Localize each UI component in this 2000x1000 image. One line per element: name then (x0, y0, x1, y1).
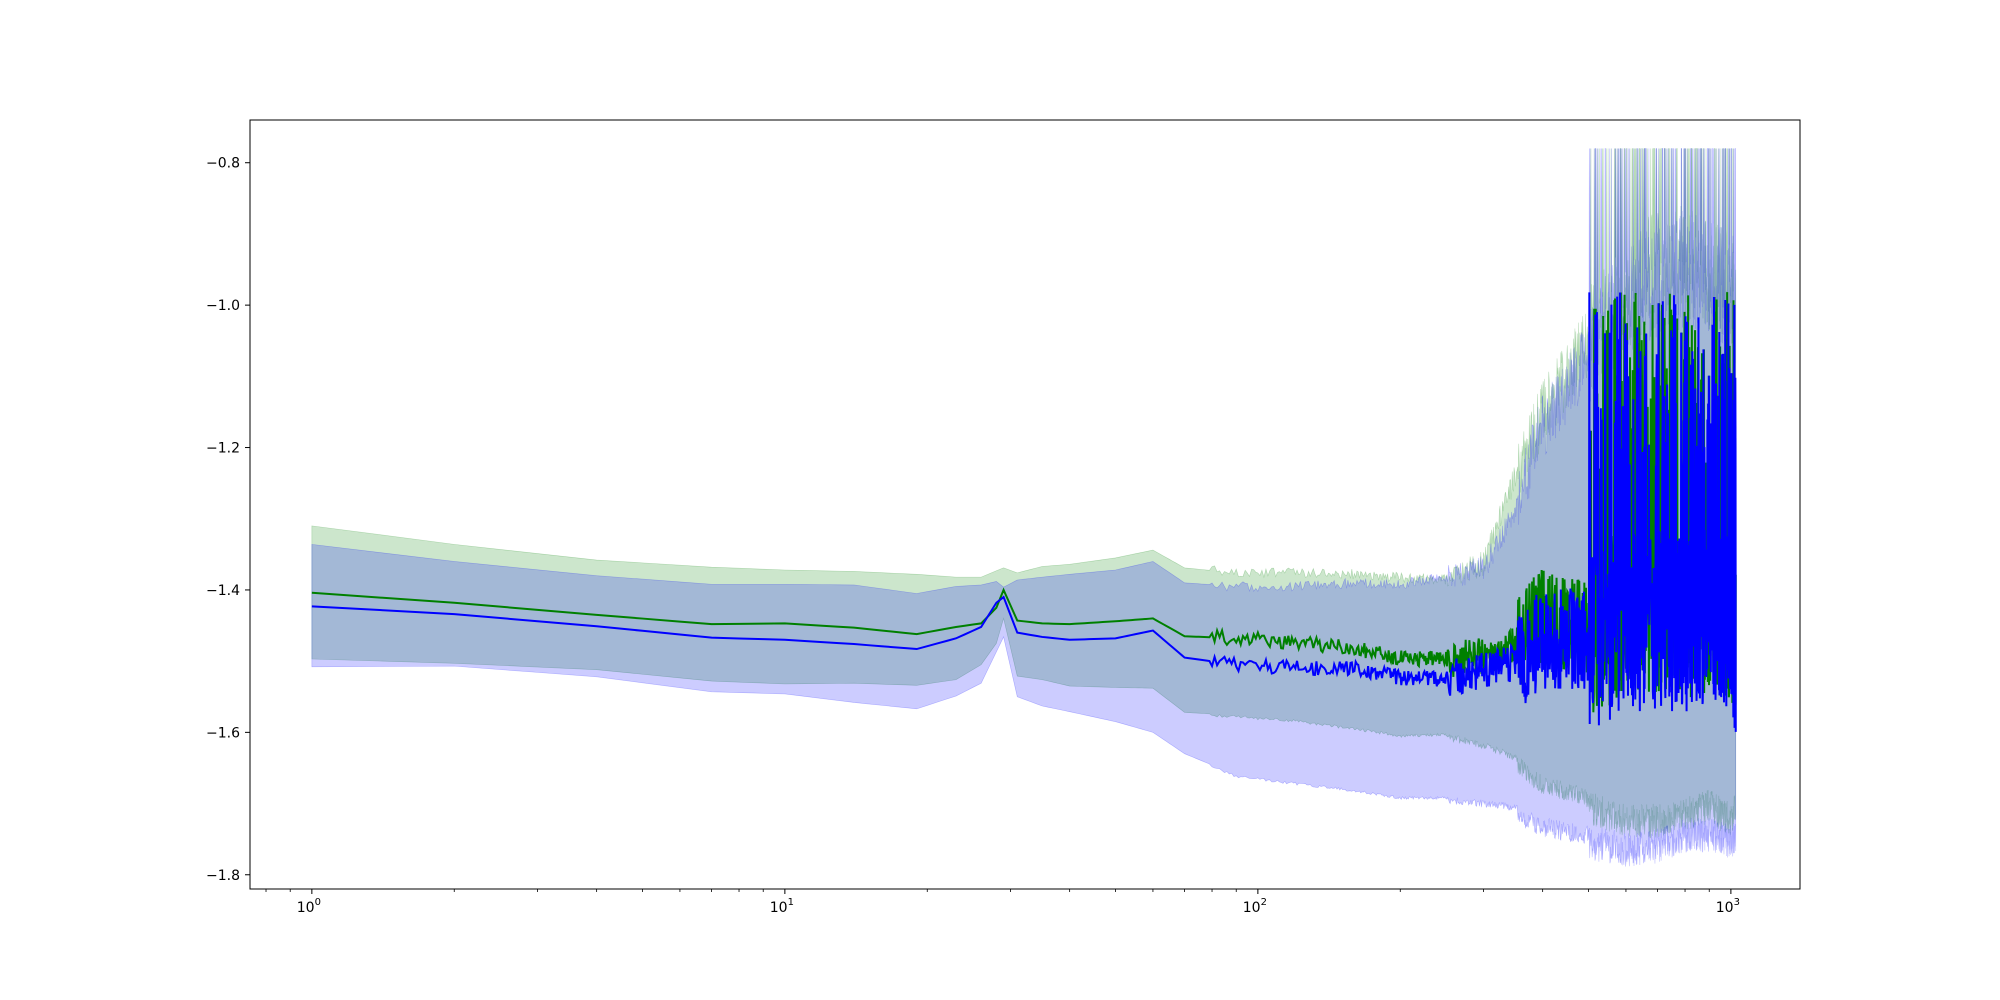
tick-labels: −1.8 −1.6 −1.4 −1.2 −1.0 −0.8 100 101 102 103 (206, 156, 1740, 916)
series-0-band (311, 148, 1737, 839)
y-tick-label: −1.6 (206, 725, 240, 741)
x-tick-label: 103 (1716, 897, 1740, 916)
axes-frame (249, 119, 1801, 890)
x-tick-label: 100 (297, 897, 321, 916)
y-tick-label: −1.4 (206, 583, 240, 599)
plot-area (311, 148, 1737, 867)
tick-marks (245, 162, 1732, 894)
y-tick-label: −0.8 (206, 156, 240, 172)
series-1-line (311, 292, 1737, 732)
x-tick-label: 101 (770, 897, 794, 916)
series-1-band (311, 148, 1737, 867)
y-tick-label: −1.8 (206, 868, 240, 884)
y-tick-label: −1.0 (206, 298, 240, 314)
y-tick-label: −1.2 (206, 441, 240, 457)
x-tick-label: 102 (1243, 897, 1267, 916)
